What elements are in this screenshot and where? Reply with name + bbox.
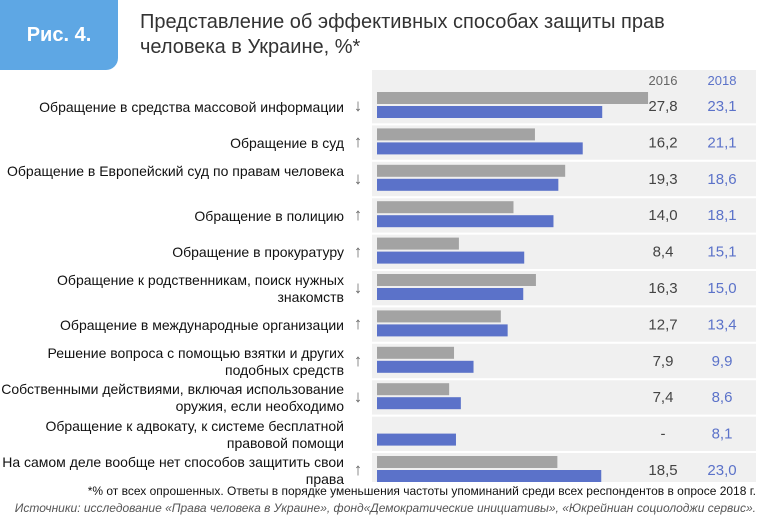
category-label: Обращение в прокуратуру xyxy=(172,244,344,261)
category-label: Обращение к адвокату, к системе бесплатн… xyxy=(45,417,344,451)
value-label-2018: 15,0 xyxy=(707,280,736,297)
value-label-2018: 23,0 xyxy=(707,462,736,479)
value-label-2016: 18,5 xyxy=(648,462,677,479)
bar-2016 xyxy=(377,383,450,396)
trend-up-icon: ↑ xyxy=(353,241,363,261)
value-label-2016: 12,7 xyxy=(648,316,677,333)
value-label-2018: 18,1 xyxy=(707,207,736,224)
bar-2016 xyxy=(377,274,536,286)
bar-2016 xyxy=(377,346,455,359)
bar-2016 xyxy=(377,456,558,468)
legend-year-2016: 2016 xyxy=(649,73,678,88)
trend-down-icon: ↓ xyxy=(353,278,363,297)
value-label-2018: 13,4 xyxy=(707,316,736,333)
bar-2018 xyxy=(377,178,559,191)
bar-2018 xyxy=(377,251,525,264)
value-label-2018: 18,6 xyxy=(707,171,736,188)
trend-up-icon: ↑ xyxy=(353,460,363,479)
value-label-2016: 7,9 xyxy=(653,353,674,370)
bar-2018 xyxy=(377,215,554,228)
trend-down-icon: ↓ xyxy=(353,387,363,407)
bar-2016 xyxy=(377,201,514,214)
value-label-2016: 8,4 xyxy=(653,244,674,261)
trend-up-icon: ↑ xyxy=(353,350,363,370)
value-label-2018: 8,6 xyxy=(712,389,733,406)
bar-2016 xyxy=(377,128,535,141)
category-label: Собственными действиями, включая использ… xyxy=(1,381,344,415)
category-label: Обращение в полицию xyxy=(194,207,344,224)
value-label-2016: 27,8 xyxy=(648,98,677,115)
trend-up-icon: ↑ xyxy=(353,314,363,334)
value-label-2016: 16,2 xyxy=(648,134,677,151)
bar-2018 xyxy=(377,324,508,337)
value-label-2016: 19,3 xyxy=(648,171,677,188)
footnote: *% от всех опрошенных. Ответы в порядке … xyxy=(87,484,756,498)
category-label: Обращение в Европейский суд по правам че… xyxy=(7,163,344,179)
source-note: Источники: исследование «Права человека … xyxy=(14,501,756,515)
trend-up-icon: ↑ xyxy=(353,132,363,152)
bar-2016 xyxy=(377,164,566,177)
value-label-2016: 14,0 xyxy=(648,207,677,224)
chart-title: Представление об эффективных способах за… xyxy=(140,11,665,58)
bar-2016 xyxy=(377,310,501,323)
value-label-2018: 23,1 xyxy=(707,98,736,115)
category-label: На самом деле вообще нет способов защити… xyxy=(2,454,344,488)
value-label-2018: 9,9 xyxy=(712,353,733,370)
figure-badge: Рис. 4. xyxy=(0,0,118,70)
trend-up-icon: ↑ xyxy=(353,205,363,225)
legend-year-2018: 2018 xyxy=(708,73,737,88)
bar-2018 xyxy=(377,106,603,118)
bar-2018 xyxy=(377,360,474,373)
bar-2018 xyxy=(377,142,583,155)
value-label-2016: 16,3 xyxy=(648,280,677,297)
bar-2016 xyxy=(377,92,649,104)
category-label: Обращение к родственникам, поиск нужных … xyxy=(57,272,344,306)
value-label-2016: 7,4 xyxy=(653,389,674,406)
trend-down-icon: ↓ xyxy=(353,168,363,188)
category-label: Обращение в международные организации xyxy=(60,317,344,334)
bar-2018 xyxy=(377,470,602,482)
trend-down-icon: ↓ xyxy=(353,96,363,115)
value-label-2018: 8,1 xyxy=(712,426,733,443)
bar-2018 xyxy=(377,397,461,410)
category-label: Обращение в средства массовой информации xyxy=(39,98,344,115)
value-label-2016: - xyxy=(661,426,666,443)
category-label: Обращение в суд xyxy=(230,135,344,152)
category-label: Решение вопроса с помощью взятки и други… xyxy=(47,345,344,378)
value-label-2018: 15,1 xyxy=(707,244,736,261)
bar-2018 xyxy=(377,433,456,446)
bar-2018 xyxy=(377,288,524,300)
bar-2016 xyxy=(377,237,459,250)
value-label-2018: 21,1 xyxy=(707,134,736,151)
